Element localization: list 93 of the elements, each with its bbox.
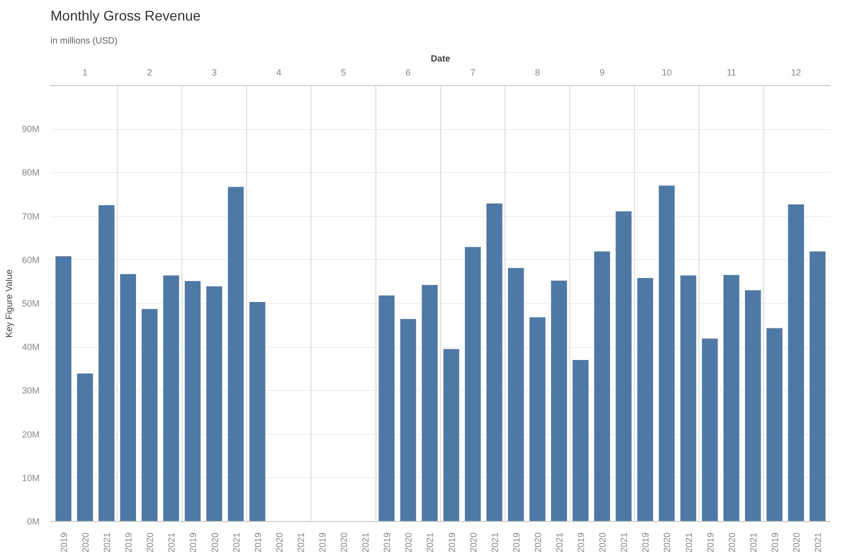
bar (206, 286, 223, 522)
bar (54, 256, 72, 522)
bar (421, 284, 438, 522)
text: 6 (406, 68, 411, 78)
y-tick-label: 40M (22, 342, 40, 352)
bar (744, 290, 762, 522)
x-tick-label: 2019 (576, 532, 586, 553)
text: 2 (147, 68, 152, 78)
bar (464, 246, 482, 522)
x-tick-label: 2020 (404, 532, 414, 553)
x-tick-label: 2020 (598, 532, 608, 553)
x-tick-label: 2020 (80, 532, 90, 553)
text: 12 (791, 68, 802, 78)
x-axis-title: Date (430, 54, 450, 64)
x-tick-label: 2021 (296, 532, 306, 553)
bar (120, 274, 137, 522)
x-tick-label: 2019 (640, 532, 651, 553)
x-tick-label: 2021 (748, 532, 758, 553)
bar (400, 318, 417, 522)
bar (594, 250, 611, 522)
bar (722, 274, 740, 522)
text: 7 (470, 68, 476, 78)
x-tick-label: 2021 (166, 532, 177, 553)
x-tick-label: 2020 (726, 532, 737, 553)
bar (766, 328, 783, 522)
x-tick-label: 2021 (425, 532, 436, 553)
x-tick-label: 2019 (511, 532, 522, 553)
bar (701, 338, 718, 522)
text: 3 (212, 68, 217, 78)
text: 11 (726, 68, 736, 78)
x-tick-label: 2019 (58, 532, 69, 553)
x-tick-label: 2019 (770, 532, 780, 553)
bar (486, 202, 503, 522)
y-axis-title: Key Figure Value (4, 269, 14, 338)
bar (442, 348, 460, 522)
y-tick-label: 70M (22, 211, 40, 222)
y-tick-label: 10M (22, 472, 40, 483)
x-tick-label: 2019 (188, 532, 198, 553)
y-tick-label: 20M (22, 429, 40, 440)
y-tick-label: 50M (22, 298, 40, 308)
x-tick-label: 2020 (339, 532, 350, 553)
x-tick-label: 2020 (792, 532, 802, 553)
bar (636, 278, 654, 522)
x-tick-label: 2021 (554, 532, 565, 553)
text: 4 (276, 68, 282, 78)
bar (378, 294, 396, 522)
bar (658, 185, 676, 522)
x-tick-label: 2020 (468, 532, 478, 553)
x-tick-label: 2021 (619, 532, 630, 553)
y-tick-label: 80M (22, 168, 40, 178)
x-tick-label: 2020 (210, 532, 220, 553)
x-tick-label: 2020 (274, 532, 284, 553)
x-tick-label: 2021 (231, 532, 242, 553)
bar (550, 280, 568, 522)
text: 5 (341, 68, 346, 78)
x-tick-label: 2021 (102, 532, 112, 553)
x-tick-label: 2020 (662, 532, 672, 553)
text: 9 (600, 68, 605, 78)
x-tick-label: 2021 (360, 532, 371, 553)
text: 1 (82, 68, 88, 78)
x-tick-label: 2021 (684, 532, 694, 553)
bar (788, 204, 804, 522)
y-tick-label: 60M (22, 254, 40, 265)
bar (227, 186, 244, 522)
bar (248, 302, 266, 522)
bar (184, 280, 202, 522)
y-tick-label: 90M (22, 124, 40, 134)
y-tick-label: 0M (27, 516, 40, 526)
x-tick-label: 2019 (124, 532, 134, 553)
bar (529, 316, 546, 522)
bar (572, 359, 589, 522)
bar (141, 308, 158, 522)
bar (507, 268, 524, 522)
text: 8 (534, 68, 540, 78)
bar (98, 204, 115, 522)
chart-subtitle: in millions (USD) (50, 36, 118, 46)
x-tick-label: 2021 (490, 532, 500, 553)
x-tick-label: 2019 (317, 532, 328, 553)
x-tick-label: 2020 (145, 532, 156, 553)
bar (809, 250, 826, 522)
x-tick-label: 2019 (252, 532, 263, 553)
chart-title: Monthly Gross Revenue (50, 8, 201, 24)
bar (76, 373, 94, 522)
y-tick-label: 30M (22, 386, 40, 396)
x-tick-label: 2021 (813, 532, 824, 553)
bar (680, 274, 697, 522)
bar (615, 210, 632, 522)
text: 10 (662, 68, 672, 78)
x-tick-label: 2019 (446, 532, 457, 553)
bar (162, 274, 180, 522)
x-tick-label: 2020 (532, 532, 543, 553)
x-tick-label: 2019 (705, 532, 716, 553)
x-tick-label: 2019 (382, 532, 392, 553)
